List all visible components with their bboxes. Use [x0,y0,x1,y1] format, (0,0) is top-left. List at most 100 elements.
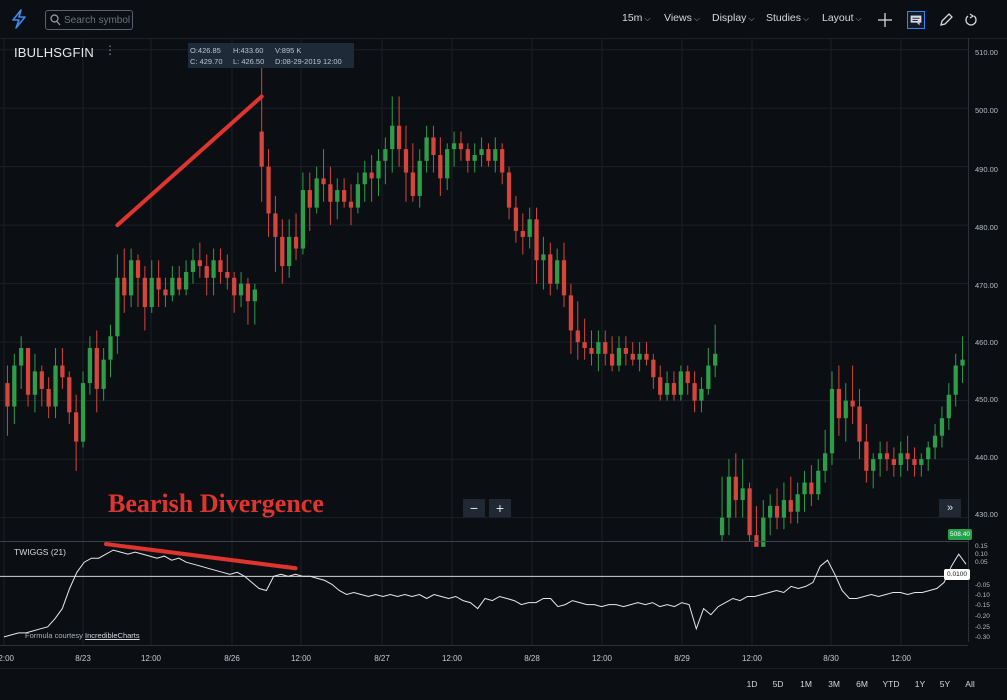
zoom-in-button[interactable]: + [489,499,511,517]
pencil-icon[interactable] [937,11,955,29]
indicator-divergence-trendline[interactable] [104,542,298,571]
twiggs-series-line [3,549,967,638]
candle-body [458,143,464,150]
candle-body [266,166,271,214]
candle-body [534,219,539,261]
candle-body [39,371,44,389]
search-input[interactable] [64,13,130,27]
ohlc-volume: V:895 K [275,46,302,55]
lightning-logo-icon[interactable] [10,9,28,29]
zoom-out-button[interactable]: − [463,499,485,517]
candle-body [390,125,395,150]
candle-body [25,347,31,395]
studies-label: Studies [766,12,802,24]
candle-body [946,394,951,419]
price-axis-label: 470.00 [975,281,998,290]
chevron-down-icon: ⌵ [748,14,755,23]
candle-body [328,184,333,202]
candle-body [726,476,732,518]
candle-body [747,488,752,536]
range-1d-button[interactable]: 1D [746,679,758,689]
candle-body [960,359,965,366]
indicator-axis-label: -0.25 [975,624,990,631]
candle-body [376,160,381,179]
studies-dropdown[interactable]: Studies ⌵ [766,12,809,24]
range-5y-button[interactable]: 5Y [939,679,951,689]
candle-body [293,236,299,249]
candle-body [905,453,910,460]
candle-body [561,260,567,296]
layout-dropdown[interactable]: Layout ⌵ [822,12,862,24]
ohlc-date: D:08-29-2019 12:00 [275,57,342,66]
crosshair-icon[interactable] [876,11,894,29]
pane-divider[interactable] [0,541,968,542]
candle-body [761,517,766,547]
candle-body [252,289,257,302]
scroll-to-latest-button[interactable]: » [939,499,961,517]
candle-body [857,406,862,442]
range-5d-button[interactable]: 5D [772,679,784,689]
credit-link[interactable]: IncredibleCharts [85,631,140,640]
candle-body [300,190,306,249]
candle-body [506,172,512,208]
chevron-down-icon: ⌵ [803,14,810,23]
undo-icon[interactable] [962,11,980,29]
price-axis[interactable]: 510.00 500.00 490.00 480.00 470.00 460.0… [968,38,1007,642]
display-dropdown[interactable]: Display ⌵ [712,12,755,24]
candle-body [493,149,498,161]
candle-body [451,143,457,150]
candle-body [589,347,594,354]
indicator-name[interactable]: TWIGGS (21) [14,547,66,557]
candle-body [500,149,505,173]
time-axis-label: 12:00 [741,654,763,663]
candle-body [438,154,443,179]
time-axis-label: 12:00 [441,654,463,663]
candle-body [362,172,367,185]
candle-body [197,260,202,267]
candle-body [774,505,780,518]
candle-body [80,383,86,442]
candle-body [706,365,711,389]
candle-body [919,459,924,465]
range-1m-button[interactable]: 1M [800,679,812,689]
symbol-name[interactable]: IBULHSGFIN [14,45,95,60]
symbol-menu-icon[interactable]: ⋮ [104,43,116,57]
views-dropdown[interactable]: Views ⌵ [664,12,700,24]
candle-body [795,494,800,512]
range-1y-button[interactable]: 1Y [914,679,926,689]
candle-body [465,149,470,161]
range-6m-button[interactable]: 6M [856,679,868,689]
candle-body [713,353,718,366]
interval-dropdown[interactable]: 15m ⌵ [622,12,651,24]
candle-body [232,277,237,296]
price-axis-label: 500.00 [975,106,998,115]
price-axis-label: 480.00 [975,223,998,232]
bearish-divergence-annotation[interactable]: Bearish Divergence [108,489,324,518]
range-3m-button[interactable]: 3M [828,679,840,689]
candle-body [926,447,931,460]
range-ytd-button[interactable]: YTD [882,679,900,689]
candle-body [348,201,354,208]
candle-body [177,277,182,290]
candle-body [658,377,663,395]
candle-body [101,359,106,389]
search-box[interactable] [45,10,133,30]
candle-body [740,488,745,501]
ohlc-close: C: 429.70 [190,57,223,66]
indicator-axis-label: 0.05 [975,559,988,566]
candle-body [135,260,141,278]
candle-body [12,365,17,407]
candle-body [122,277,127,296]
candle-body [280,236,285,267]
time-axis[interactable]: 12:00 8/23 12:00 8/26 12:00 8/27 12:00 8… [0,645,968,668]
candle-body [383,149,388,161]
comment-icon[interactable] [907,11,925,29]
indicator-axis-label: -0.15 [975,602,990,609]
display-label: Display [712,12,747,24]
range-selector: 1D 5D 1M 3M 6M YTD 1Y 5Y All [0,668,1007,700]
candle-body [19,347,24,366]
candle-body [108,336,113,360]
range-all-button[interactable]: All [965,679,975,689]
price-divergence-trendline[interactable] [115,94,264,228]
